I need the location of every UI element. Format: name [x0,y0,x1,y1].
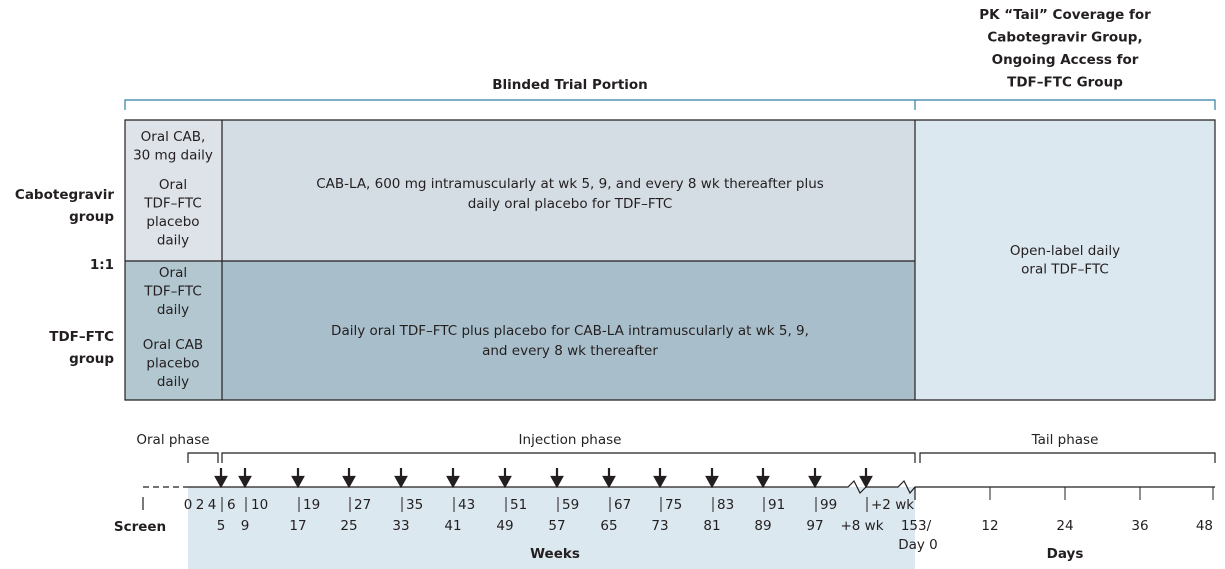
week-label: 83 [717,497,734,513]
tail-box [915,120,1215,400]
week-label: 49 [496,518,513,534]
week-label: 25 [340,518,357,534]
injection-arrow [214,468,228,489]
time-axis [187,479,1215,495]
day-label: 48 [1196,518,1213,534]
injection-arrow [291,468,305,489]
blinded-title: Blinded Trial Portion [492,77,648,93]
week-label: 4 [208,497,217,513]
tail-title: TDF–FTC Group [1007,75,1123,91]
week-label: +2 wk [871,497,914,513]
axis-ticks [142,487,916,510]
day-label: 24 [1056,518,1073,534]
placebo-text: Oral CAB [143,337,203,353]
placebo-text: daily [157,233,189,249]
week-label: 59 [562,497,579,513]
week-label: 2 [196,497,205,513]
injection-arrow [756,468,770,489]
cab-arm-box [125,120,915,261]
injection-arrow [446,468,460,489]
week-label: 51 [510,497,527,513]
injection-arrow [342,468,356,489]
box-borders [124,119,1216,401]
injection-arrow [238,468,252,489]
injection-arrow [808,468,822,489]
group-label: group [69,351,114,367]
phase-label: Tail phase [1031,432,1099,448]
injection-arrow [602,468,616,489]
injection-arrow [705,468,719,489]
tail-title: PK “Tail” Coverage for [979,7,1151,23]
week-label: 27 [354,497,371,513]
injection-arrow [394,468,408,489]
week-label: 17 [289,518,306,534]
week-label: 19 [303,497,320,513]
group-label: TDF–FTC [49,329,114,345]
week-label: 73 [651,518,668,534]
week-label: +8 wk [840,518,883,534]
week-label: 99 [820,497,837,513]
injection-arrow [653,468,667,489]
arm-text: CAB-LA, 600 mg intramuscularly at wk 5, … [316,176,824,192]
lead-in-text: 30 mg daily [133,148,213,164]
axis-title: Days [1047,546,1084,562]
weeks-band [188,487,915,569]
injection-arrow [498,468,512,489]
week-label: 65 [600,518,617,534]
arm-text: daily oral placebo for TDF–FTC [468,196,673,212]
lead-in-text: TDF–FTC [143,284,202,300]
injection-arrow [859,468,873,489]
week-label: 75 [665,497,682,513]
day-label: 12 [981,518,998,534]
week-label: 10 [251,497,268,513]
week-label: 6 [227,497,236,513]
injection-arrow [550,468,564,489]
placebo-text: daily [157,374,189,390]
week-label: 81 [703,518,720,534]
axis-title: Weeks [530,546,580,562]
tdf-arm-box [125,261,915,400]
week-label: 33 [392,518,409,534]
phase-brackets [187,452,1216,463]
tdf-lead-in-box [125,261,222,400]
group-label: Cabotegravir [15,187,114,203]
week-label: 0 [184,497,193,513]
placebo-text: placebo [146,214,199,230]
placebo-text: placebo [146,356,199,372]
ratio: 1:1 [90,257,114,273]
tail-title: Cabotegravir Group, [987,30,1142,46]
placebo-text: Oral [159,177,187,193]
bracket [124,99,1216,110]
week-label: 91 [768,497,785,513]
week-label: 9 [241,518,250,534]
arm-text: Daily oral TDF–FTC plus placebo for CAB-… [331,323,809,339]
week-label: 153/ [901,518,932,534]
week-label: 5 [217,518,226,534]
week-label: 35 [406,497,423,513]
week-label: 57 [548,518,565,534]
tail-title: Ongoing Access for [992,52,1139,68]
lead-in-text: Oral [159,265,187,281]
placebo-text: TDF–FTC [143,196,202,212]
week-label: 67 [614,497,631,513]
lead-in-text: Oral CAB, [141,129,206,145]
week-label: 41 [444,518,461,534]
arm-text: and every 8 wk thereafter [482,343,658,359]
week-label: 97 [806,518,823,534]
tail-text: oral TDF–FTC [1021,262,1109,278]
phase-label: Injection phase [519,432,622,448]
week-label: 89 [754,518,771,534]
week-label: 43 [458,497,475,513]
day0-label: Day 0 [898,537,938,553]
lead-in-text: daily [157,302,189,318]
day-label: 36 [1131,518,1148,534]
screen-label: Screen [114,519,166,535]
cab-lead-in-box [125,120,222,261]
phase-label: Oral phase [136,432,209,448]
tail-text: Open-label daily [1010,243,1120,259]
group-label: group [69,209,114,225]
